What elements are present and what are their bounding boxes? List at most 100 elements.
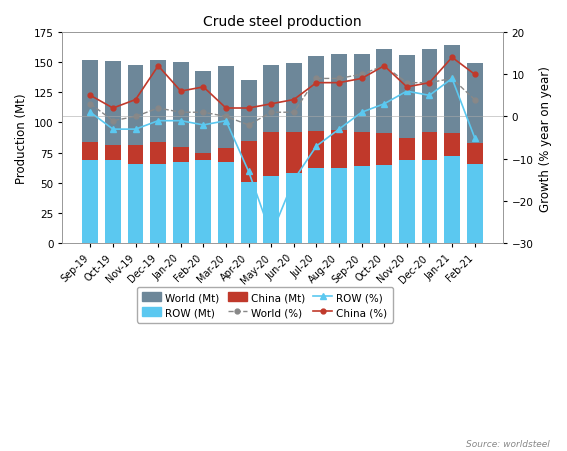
Bar — [196, 161, 211, 244]
Line: World (%): World (%) — [88, 64, 477, 128]
Bar — [467, 64, 483, 244]
China (%) — [155, 64, 162, 69]
Y-axis label: Growth (% year on year): Growth (% year on year) — [539, 65, 552, 211]
ROW (%) — [223, 119, 230, 124]
World (%) — [177, 110, 184, 116]
Bar — [150, 164, 166, 244]
Bar — [331, 55, 347, 244]
Bar — [399, 161, 414, 244]
China (%) — [313, 81, 320, 86]
World (%) — [313, 77, 320, 82]
China (%) — [426, 81, 433, 86]
Bar — [286, 64, 302, 244]
China (%) — [268, 102, 274, 107]
Bar — [399, 56, 414, 244]
ROW (%) — [471, 136, 478, 141]
Bar — [421, 50, 437, 244]
Bar — [128, 164, 143, 244]
China (%) — [290, 97, 297, 103]
Bar — [150, 60, 166, 244]
Bar — [105, 161, 121, 244]
World (%) — [403, 81, 410, 86]
Bar — [218, 67, 234, 244]
Title: Crude steel production: Crude steel production — [203, 15, 362, 29]
ROW (%) — [200, 123, 207, 129]
World (%) — [290, 110, 297, 116]
ROW (%) — [313, 144, 320, 149]
ROW (%) — [177, 119, 184, 124]
World (%) — [155, 106, 162, 111]
World (%) — [448, 77, 455, 82]
Bar — [421, 133, 437, 244]
World (%) — [471, 97, 478, 103]
Bar — [308, 132, 324, 244]
Line: China (%): China (%) — [88, 56, 477, 111]
ROW (%) — [336, 127, 342, 133]
Bar — [173, 147, 189, 244]
Bar — [467, 144, 483, 244]
Bar — [467, 164, 483, 244]
Bar — [399, 139, 414, 244]
World (%) — [426, 81, 433, 86]
World (%) — [223, 115, 230, 120]
Bar — [444, 46, 460, 244]
ROW (%) — [358, 110, 365, 116]
Bar — [354, 55, 370, 244]
ROW (%) — [155, 119, 162, 124]
Bar — [82, 161, 98, 244]
Bar — [263, 65, 279, 244]
Bar — [263, 176, 279, 244]
Bar — [308, 57, 324, 244]
China (%) — [200, 85, 207, 90]
Bar — [376, 134, 392, 244]
China (%) — [109, 106, 116, 111]
China (%) — [448, 55, 455, 61]
China (%) — [87, 93, 94, 99]
Text: Source: worldsteel: Source: worldsteel — [466, 440, 550, 448]
Bar — [240, 81, 256, 244]
ROW (%) — [268, 233, 274, 238]
Bar — [376, 166, 392, 244]
Bar — [128, 146, 143, 244]
Y-axis label: Production (Mt): Production (Mt) — [15, 93, 28, 184]
Bar — [240, 141, 256, 244]
Bar — [173, 163, 189, 244]
Bar — [286, 174, 302, 244]
ROW (%) — [448, 77, 455, 82]
World (%) — [381, 64, 388, 69]
Bar — [331, 130, 347, 244]
World (%) — [200, 110, 207, 116]
World (%) — [87, 102, 94, 107]
Bar — [263, 133, 279, 244]
Line: ROW (%): ROW (%) — [87, 77, 477, 238]
China (%) — [245, 106, 252, 111]
ROW (%) — [426, 93, 433, 99]
Bar — [105, 146, 121, 244]
Bar — [376, 50, 392, 244]
ROW (%) — [245, 169, 252, 175]
ROW (%) — [290, 178, 297, 183]
World (%) — [358, 72, 365, 78]
Bar — [240, 182, 256, 244]
World (%) — [268, 110, 274, 116]
China (%) — [358, 77, 365, 82]
Bar — [128, 65, 143, 244]
China (%) — [403, 85, 410, 90]
Bar — [444, 134, 460, 244]
Bar — [218, 148, 234, 244]
Bar — [196, 71, 211, 244]
ROW (%) — [109, 127, 116, 133]
Bar — [308, 169, 324, 244]
Legend: World (Mt), ROW (Mt), China (Mt), World (%), ROW (%), China (%): World (Mt), ROW (Mt), China (Mt), World … — [137, 287, 392, 323]
Bar — [444, 157, 460, 244]
World (%) — [132, 115, 139, 120]
Bar — [150, 143, 166, 244]
Bar — [331, 169, 347, 244]
Bar — [82, 143, 98, 244]
ROW (%) — [87, 110, 94, 116]
Bar — [354, 133, 370, 244]
Bar — [105, 62, 121, 244]
Bar — [196, 153, 211, 244]
China (%) — [381, 64, 388, 69]
ROW (%) — [132, 127, 139, 133]
